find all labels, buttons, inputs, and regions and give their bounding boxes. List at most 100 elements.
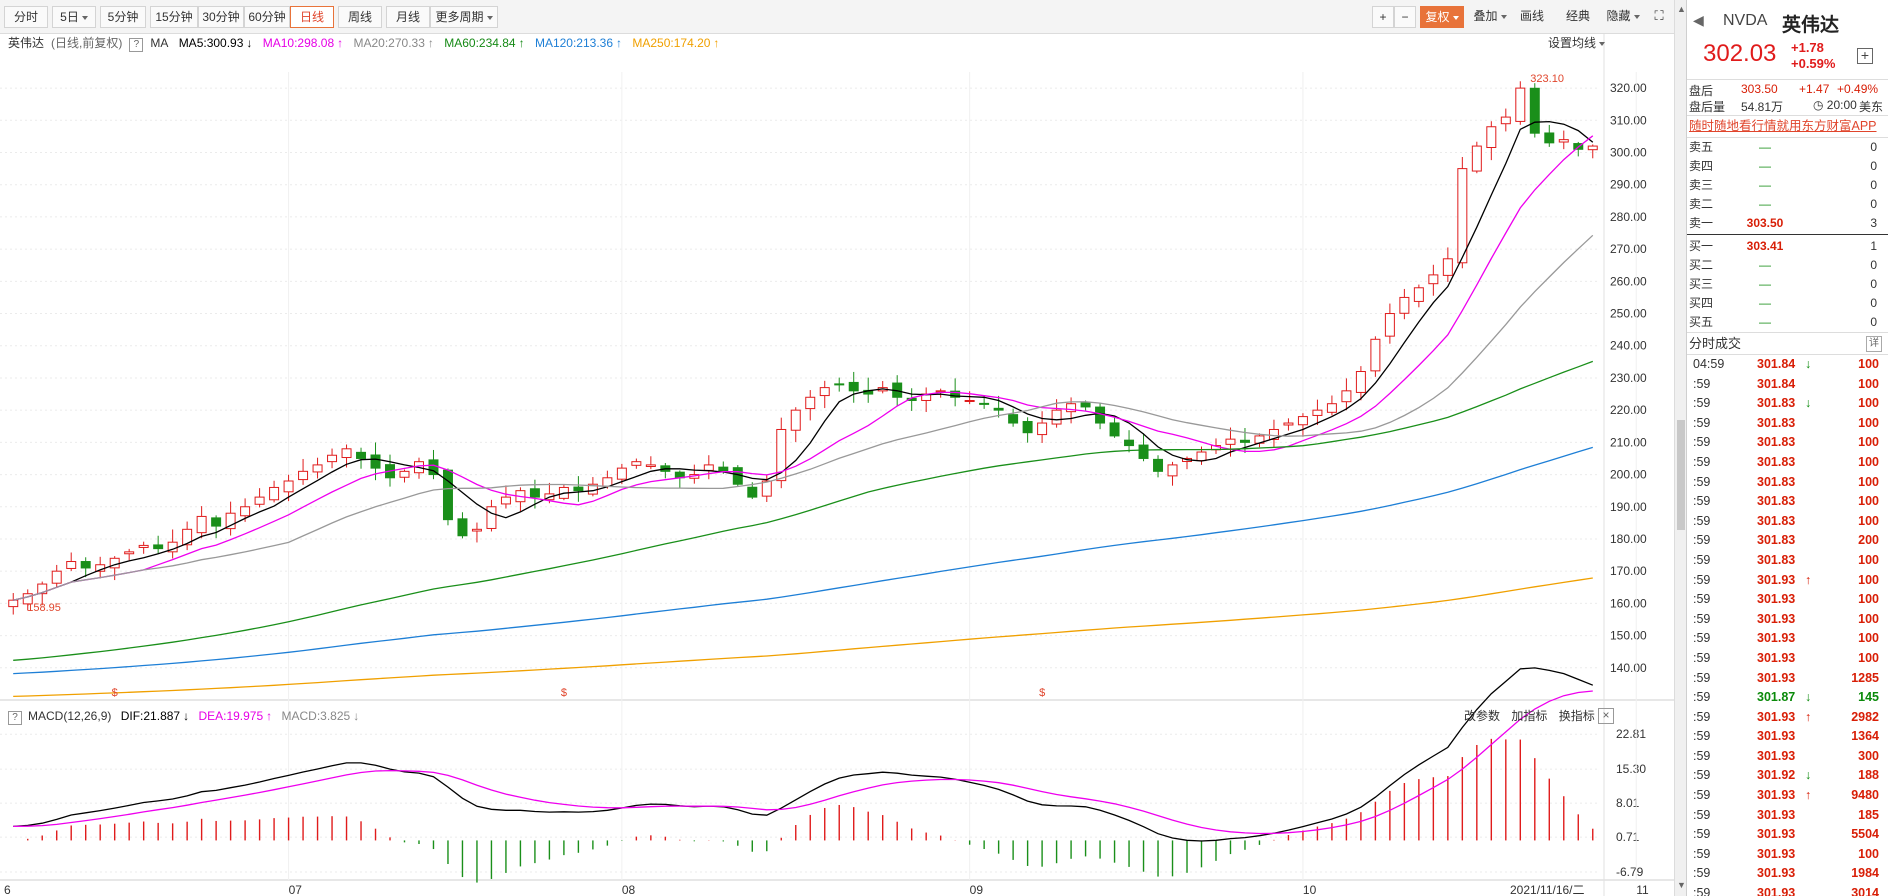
panel-scrollbar[interactable]: ▲ ▼	[1674, 0, 1686, 896]
fullscreen-icon[interactable]: ⛶	[1654, 8, 1664, 23]
price-tick-label: 310.00	[1610, 113, 1647, 127]
overlay-label: 叠加	[1473, 9, 1498, 23]
trade-time: :59	[1693, 572, 1711, 587]
hide-button[interactable]: 隐藏	[1600, 6, 1646, 28]
zoom-out-button[interactable]: −	[1394, 6, 1416, 28]
scroll-thumb[interactable]	[1677, 420, 1685, 530]
trade-volume: 100	[1858, 474, 1879, 489]
ma5-line	[13, 120, 1594, 601]
price-tick-label: 160.00	[1610, 596, 1647, 610]
after-pct: +0.49%	[1837, 82, 1879, 96]
app-promo-link[interactable]: 随时随地看行情就用东方财富APP	[1687, 116, 1888, 138]
change-params-button[interactable]: 改参数	[1464, 709, 1501, 723]
ask-row: 卖二 — 0	[1687, 195, 1888, 214]
switch-indicator-button[interactable]: 换指标	[1558, 709, 1595, 723]
trade-price: 301.93	[1757, 846, 1796, 861]
period-weekly-button[interactable]: 周线	[338, 6, 382, 28]
ma-setting-label: 设置均线	[1548, 36, 1597, 50]
candle-body	[196, 515, 207, 534]
close-icon[interactable]: ×	[1598, 708, 1614, 724]
macd-tick-label: 15.30	[1616, 762, 1646, 776]
order-book: 卖五 —0 卖四 —0 卖三 —0 卖二 —0 卖一 303.50 3 买一 303.41 1 买二 —0 买三…	[1687, 138, 1888, 333]
price-tick-label: 230.00	[1610, 371, 1647, 385]
adjust-dropdown[interactable]: 复权	[1420, 6, 1464, 28]
candle-body	[616, 467, 627, 480]
bid-volume: 1	[1870, 239, 1877, 253]
trade-row: :59 301.83 100	[1687, 453, 1888, 473]
trade-time: :59	[1693, 631, 1711, 646]
legend-ma120: MA120:213.36 ↑	[534, 36, 623, 50]
scroll-down-icon[interactable]: ▼	[1677, 880, 1686, 890]
candle-body	[950, 390, 961, 398]
trade-time: 04:59	[1693, 357, 1725, 371]
macd-legend: ? MACD(12,26,9) DIF:21.887 ↓ DEA:19.975 ↑ M…	[8, 708, 365, 725]
period-5day-button[interactable]: 5日	[52, 6, 96, 28]
candle-body	[703, 464, 714, 471]
period-30min-button[interactable]: 30分钟	[198, 6, 244, 28]
trade-time: :59	[1693, 474, 1711, 489]
classic-button[interactable]: 经典	[1565, 9, 1590, 23]
candle-body	[718, 466, 729, 472]
draw-line-button[interactable]: 画线	[1519, 9, 1544, 23]
ask-row: 卖四 — 0	[1687, 157, 1888, 176]
add-indicator-button[interactable]: 加指标	[1511, 709, 1548, 723]
zoom-in-button[interactable]: +	[1372, 6, 1394, 28]
trade-time: :59	[1693, 827, 1711, 842]
help-icon[interactable]: ?	[129, 38, 144, 52]
price-tick-label: 140.00	[1610, 661, 1647, 675]
trade-row: :59 301.83 100	[1687, 433, 1888, 453]
ma-setting-dropdown[interactable]: 设置均线	[1548, 34, 1606, 52]
candle-body	[1500, 116, 1511, 125]
period-intraday-button[interactable]: 分时	[4, 6, 48, 28]
trade-volume: 3014	[1851, 886, 1879, 896]
period-daily-button[interactable]: 日线	[290, 6, 334, 28]
trade-row: :59 301.93 1984	[1687, 864, 1888, 884]
candle-body	[761, 480, 772, 497]
trade-price: 301.83	[1757, 494, 1796, 509]
trade-price: 301.93	[1757, 827, 1796, 842]
kline-chart[interactable]: 320.00 310.00 300.00 290.00 280.00 270.00 260.…	[0, 0, 1674, 896]
trade-price: 301.93	[1757, 650, 1796, 665]
candle-body	[848, 381, 859, 392]
trade-volume: 300	[1858, 748, 1879, 763]
after-time: ◷ 20:00	[1813, 98, 1857, 112]
price-tick-label: 220.00	[1610, 403, 1647, 417]
add-watchlist-icon[interactable]: +	[1857, 48, 1873, 64]
after-label: 盘后	[1689, 84, 1714, 98]
more-periods-dropdown[interactable]: 更多周期	[430, 6, 498, 28]
candle-body	[457, 518, 468, 537]
ask-row: 卖三 — 0	[1687, 176, 1888, 195]
bid-row: 买二 — 0	[1687, 256, 1888, 275]
trade-price: 301.93	[1757, 886, 1796, 896]
scroll-up-icon[interactable]: ▲	[1677, 4, 1686, 14]
bid-label: 买五	[1689, 315, 1714, 329]
trade-volume: 100	[1858, 376, 1879, 391]
trade-row: :59 301.83 ↓ 100	[1687, 394, 1888, 414]
period-monthly-button[interactable]: 月线	[386, 6, 430, 28]
trade-time: :59	[1693, 768, 1711, 783]
candle-body	[500, 496, 511, 505]
back-arrow-icon[interactable]: ◀	[1693, 12, 1704, 28]
trade-price: 301.83	[1757, 396, 1796, 411]
period-60min-button[interactable]: 60分钟	[244, 6, 290, 28]
ask-volume: 3	[1870, 216, 1877, 230]
trade-time: :59	[1693, 552, 1711, 567]
detail-icon[interactable]: 详	[1866, 336, 1882, 352]
ask-volume: 0	[1870, 140, 1877, 154]
period-5min-button[interactable]: 5分钟	[100, 6, 146, 28]
candle-body	[979, 402, 990, 405]
candle-body	[1399, 296, 1410, 314]
price-tick-label: 280.00	[1610, 210, 1647, 224]
month-label: 11	[1636, 883, 1649, 896]
trade-row: :59 301.93 100	[1687, 590, 1888, 610]
overlay-dropdown[interactable]: 叠加	[1468, 6, 1512, 28]
period-15min-button[interactable]: 15分钟	[150, 6, 198, 28]
bid-price: —	[1759, 258, 1771, 272]
candle-body	[1225, 438, 1236, 445]
trade-row: :59 301.93 ↑ 100	[1687, 571, 1888, 591]
trade-row: :59 301.93 100	[1687, 610, 1888, 630]
bid-label: 买一	[1689, 239, 1714, 253]
candle-body	[298, 470, 309, 481]
help-icon[interactable]: ?	[8, 711, 22, 725]
